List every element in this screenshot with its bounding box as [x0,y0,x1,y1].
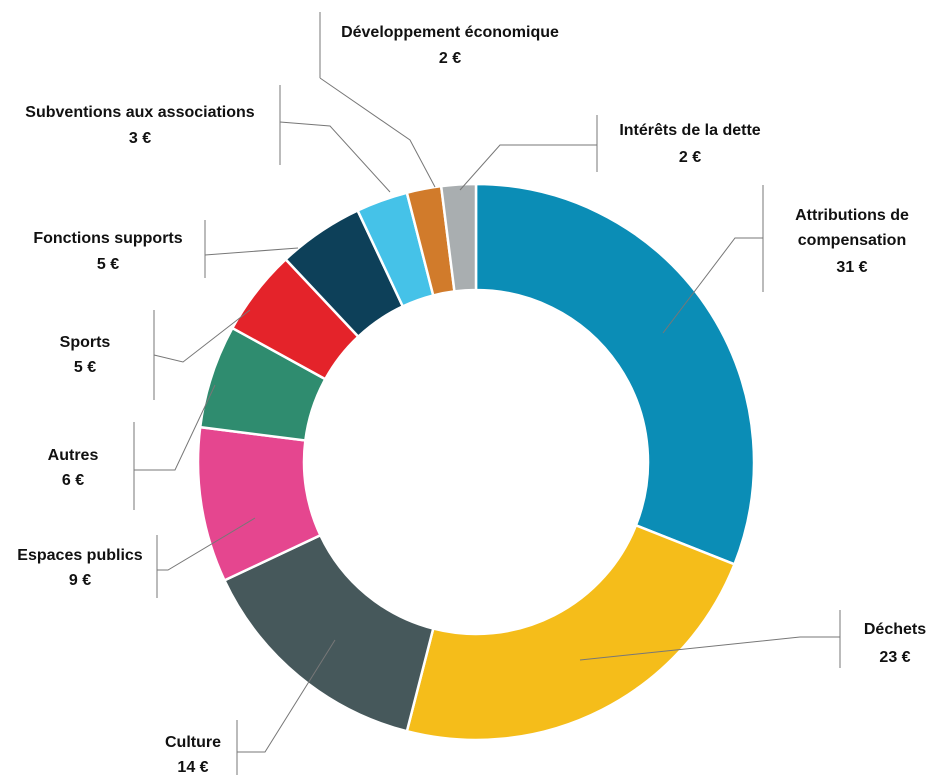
value-label: 3 € [129,130,151,147]
value-label: 5 € [74,359,96,376]
slice-label-line: compensation [798,232,906,249]
value-label: 31 € [836,259,867,276]
leader-line [279,121,391,193]
leader-line [157,517,256,571]
slice-label: Autres [48,447,99,464]
leader-line [134,384,216,471]
slice-label: Fonctions supports [33,230,182,247]
donut-slice [439,182,478,293]
value-label: 5 € [97,256,119,273]
value-label: 23 € [879,649,910,666]
donut-slice [405,523,737,742]
slice-label: Déchets [864,621,926,638]
donut-slice [474,182,756,566]
slice-label: Sports [60,334,111,351]
slice-label: Développement économique [341,24,559,41]
value-label: 6 € [62,472,84,489]
slice-label: Culture [165,734,221,751]
leader-line [579,636,840,661]
leader-line [459,144,597,191]
leader-line [319,77,436,188]
slice-label: Espaces publics [17,547,142,564]
slice-label: Intérêts de la dette [619,122,760,139]
leader-line [153,309,251,363]
value-label: 9 € [69,572,91,589]
slice-label: Subventions aux associations [25,104,255,121]
value-label: 14 € [177,759,208,776]
leader-line [204,247,299,256]
slice-label: Attributions de compensation [795,207,909,249]
slice-label-line: Attributions de [795,207,909,224]
value-label: 2 € [679,149,701,166]
value-label: 2 € [439,50,461,67]
leader-line [237,639,336,753]
leader-line [662,237,763,334]
